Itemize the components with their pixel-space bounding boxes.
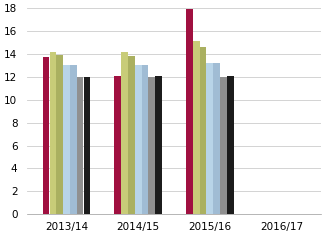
Bar xyxy=(121,52,128,214)
Bar xyxy=(200,47,206,214)
Bar xyxy=(220,77,227,214)
Bar xyxy=(43,57,49,214)
Bar xyxy=(128,56,135,214)
Bar xyxy=(70,65,77,214)
Bar xyxy=(213,63,220,214)
Bar xyxy=(186,9,193,214)
Bar xyxy=(84,77,90,214)
Bar xyxy=(193,41,200,214)
Bar xyxy=(77,77,84,214)
Bar xyxy=(50,52,56,214)
Bar xyxy=(114,76,121,214)
Bar xyxy=(227,76,234,214)
Bar xyxy=(57,55,63,214)
Bar xyxy=(155,76,162,214)
Bar xyxy=(63,65,70,214)
Bar xyxy=(149,77,155,214)
Bar xyxy=(206,63,213,214)
Bar xyxy=(142,65,148,214)
Bar xyxy=(135,65,141,214)
